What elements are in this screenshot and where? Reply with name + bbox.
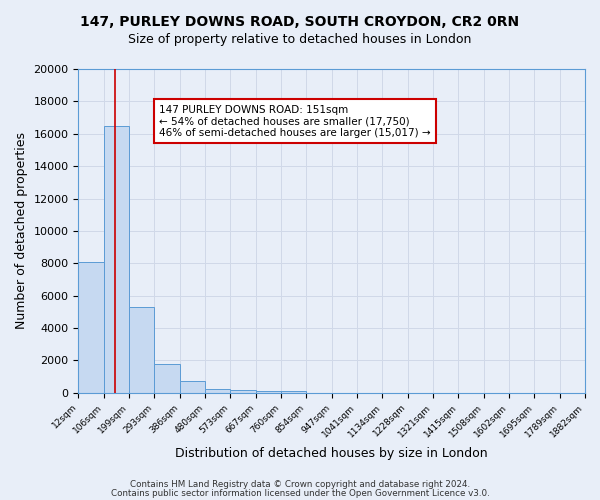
X-axis label: Distribution of detached houses by size in London: Distribution of detached houses by size … — [175, 447, 488, 460]
Text: Contains public sector information licensed under the Open Government Licence v3: Contains public sector information licen… — [110, 489, 490, 498]
Text: 147, PURLEY DOWNS ROAD, SOUTH CROYDON, CR2 0RN: 147, PURLEY DOWNS ROAD, SOUTH CROYDON, C… — [80, 15, 520, 29]
Text: Contains HM Land Registry data © Crown copyright and database right 2024.: Contains HM Land Registry data © Crown c… — [130, 480, 470, 489]
Bar — [230, 390, 256, 393]
Bar — [79, 262, 104, 393]
Bar — [256, 391, 281, 393]
Bar — [129, 307, 154, 393]
Bar — [104, 126, 129, 393]
Bar — [180, 380, 205, 393]
Bar — [205, 388, 230, 393]
Bar — [154, 364, 180, 393]
Y-axis label: Number of detached properties: Number of detached properties — [15, 132, 28, 330]
Text: 147 PURLEY DOWNS ROAD: 151sqm
← 54% of detached houses are smaller (17,750)
46% : 147 PURLEY DOWNS ROAD: 151sqm ← 54% of d… — [160, 104, 431, 138]
Text: Size of property relative to detached houses in London: Size of property relative to detached ho… — [128, 32, 472, 46]
Bar — [281, 392, 307, 393]
